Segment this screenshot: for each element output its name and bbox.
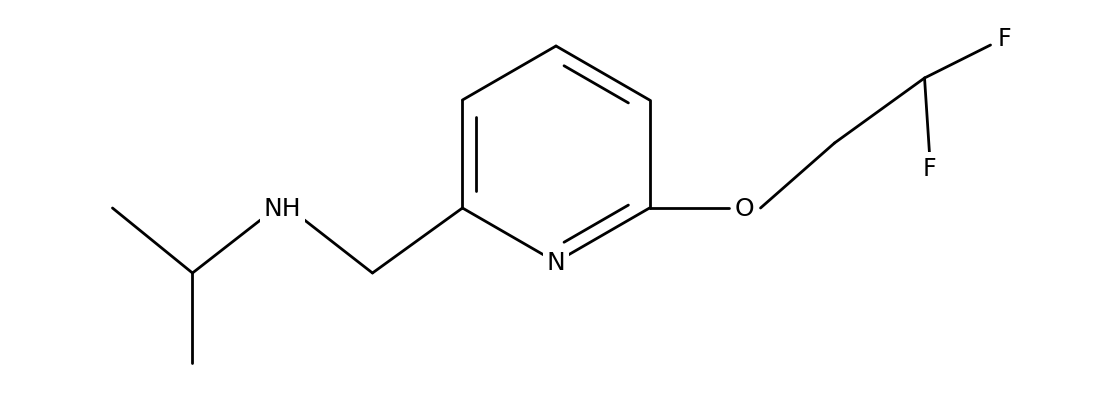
- Text: F: F: [997, 27, 1012, 51]
- Text: F: F: [923, 157, 936, 180]
- Text: N: N: [546, 250, 565, 274]
- Text: NH: NH: [264, 196, 302, 220]
- Text: O: O: [735, 196, 755, 220]
